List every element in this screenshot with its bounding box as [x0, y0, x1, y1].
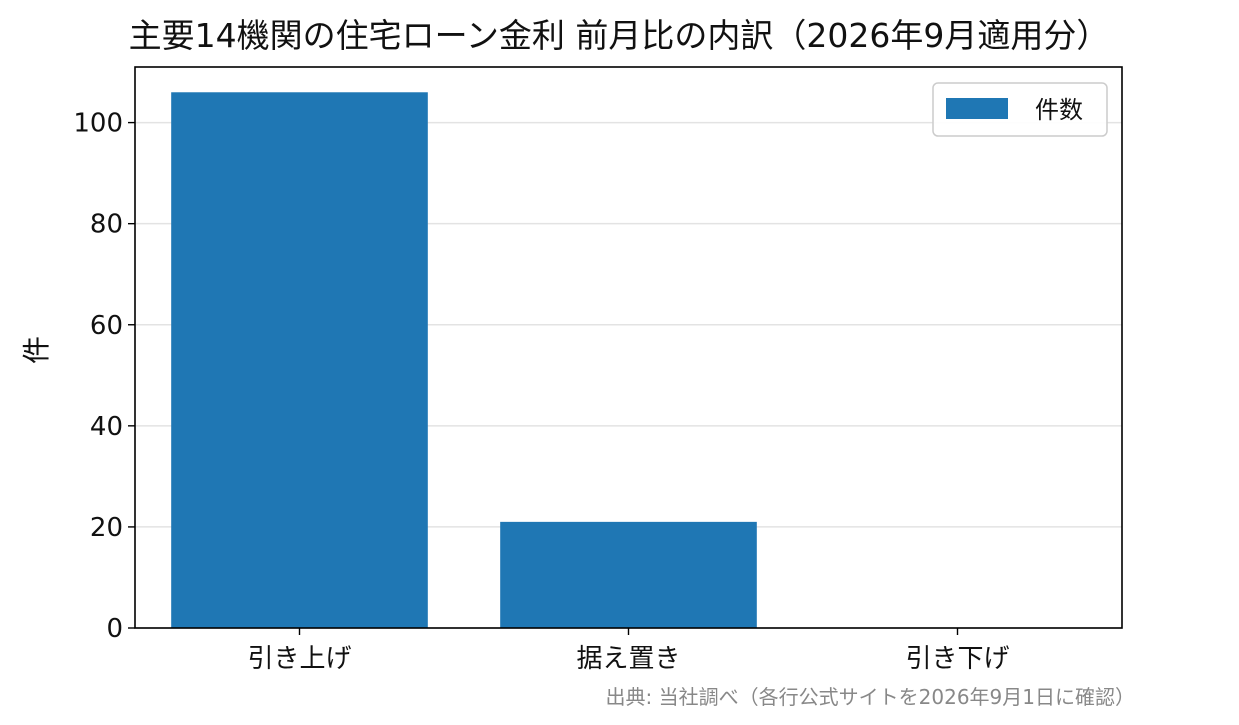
x-tick-label: 引き下げ	[905, 644, 1009, 674]
legend-box	[932, 82, 1108, 137]
y-tick-label: 100	[73, 109, 123, 139]
legend-swatch	[946, 98, 1008, 119]
x-tick-label: 据え置き	[576, 644, 680, 674]
x-tick-label: 引き上げ	[247, 644, 351, 674]
y-tick-label: 40	[90, 412, 123, 442]
y-tick-label: 0	[106, 614, 123, 644]
y-axis-ticks: 0 20 40 60 80 100	[73, 109, 135, 644]
y-axis-label: 件	[20, 336, 53, 364]
chart-title: 主要14機関の住宅ローン金利 前月比の内訳（2026年9月適用分）	[129, 16, 1110, 55]
legend: 件数	[932, 82, 1108, 137]
bar-2	[500, 521, 757, 628]
legend-label: 件数	[1035, 96, 1083, 124]
y-tick-label: 80	[90, 210, 123, 240]
x-axis-ticks: 引き上げ 据え置き 引き下げ	[247, 628, 1010, 674]
source-note: 出典: 当社調べ（各行公式サイトを2026年9月1日に確認）	[606, 685, 1135, 709]
y-tick-label: 60	[90, 311, 123, 341]
y-tick-label: 20	[90, 513, 123, 543]
bar-1	[171, 92, 428, 629]
bars	[171, 92, 757, 629]
